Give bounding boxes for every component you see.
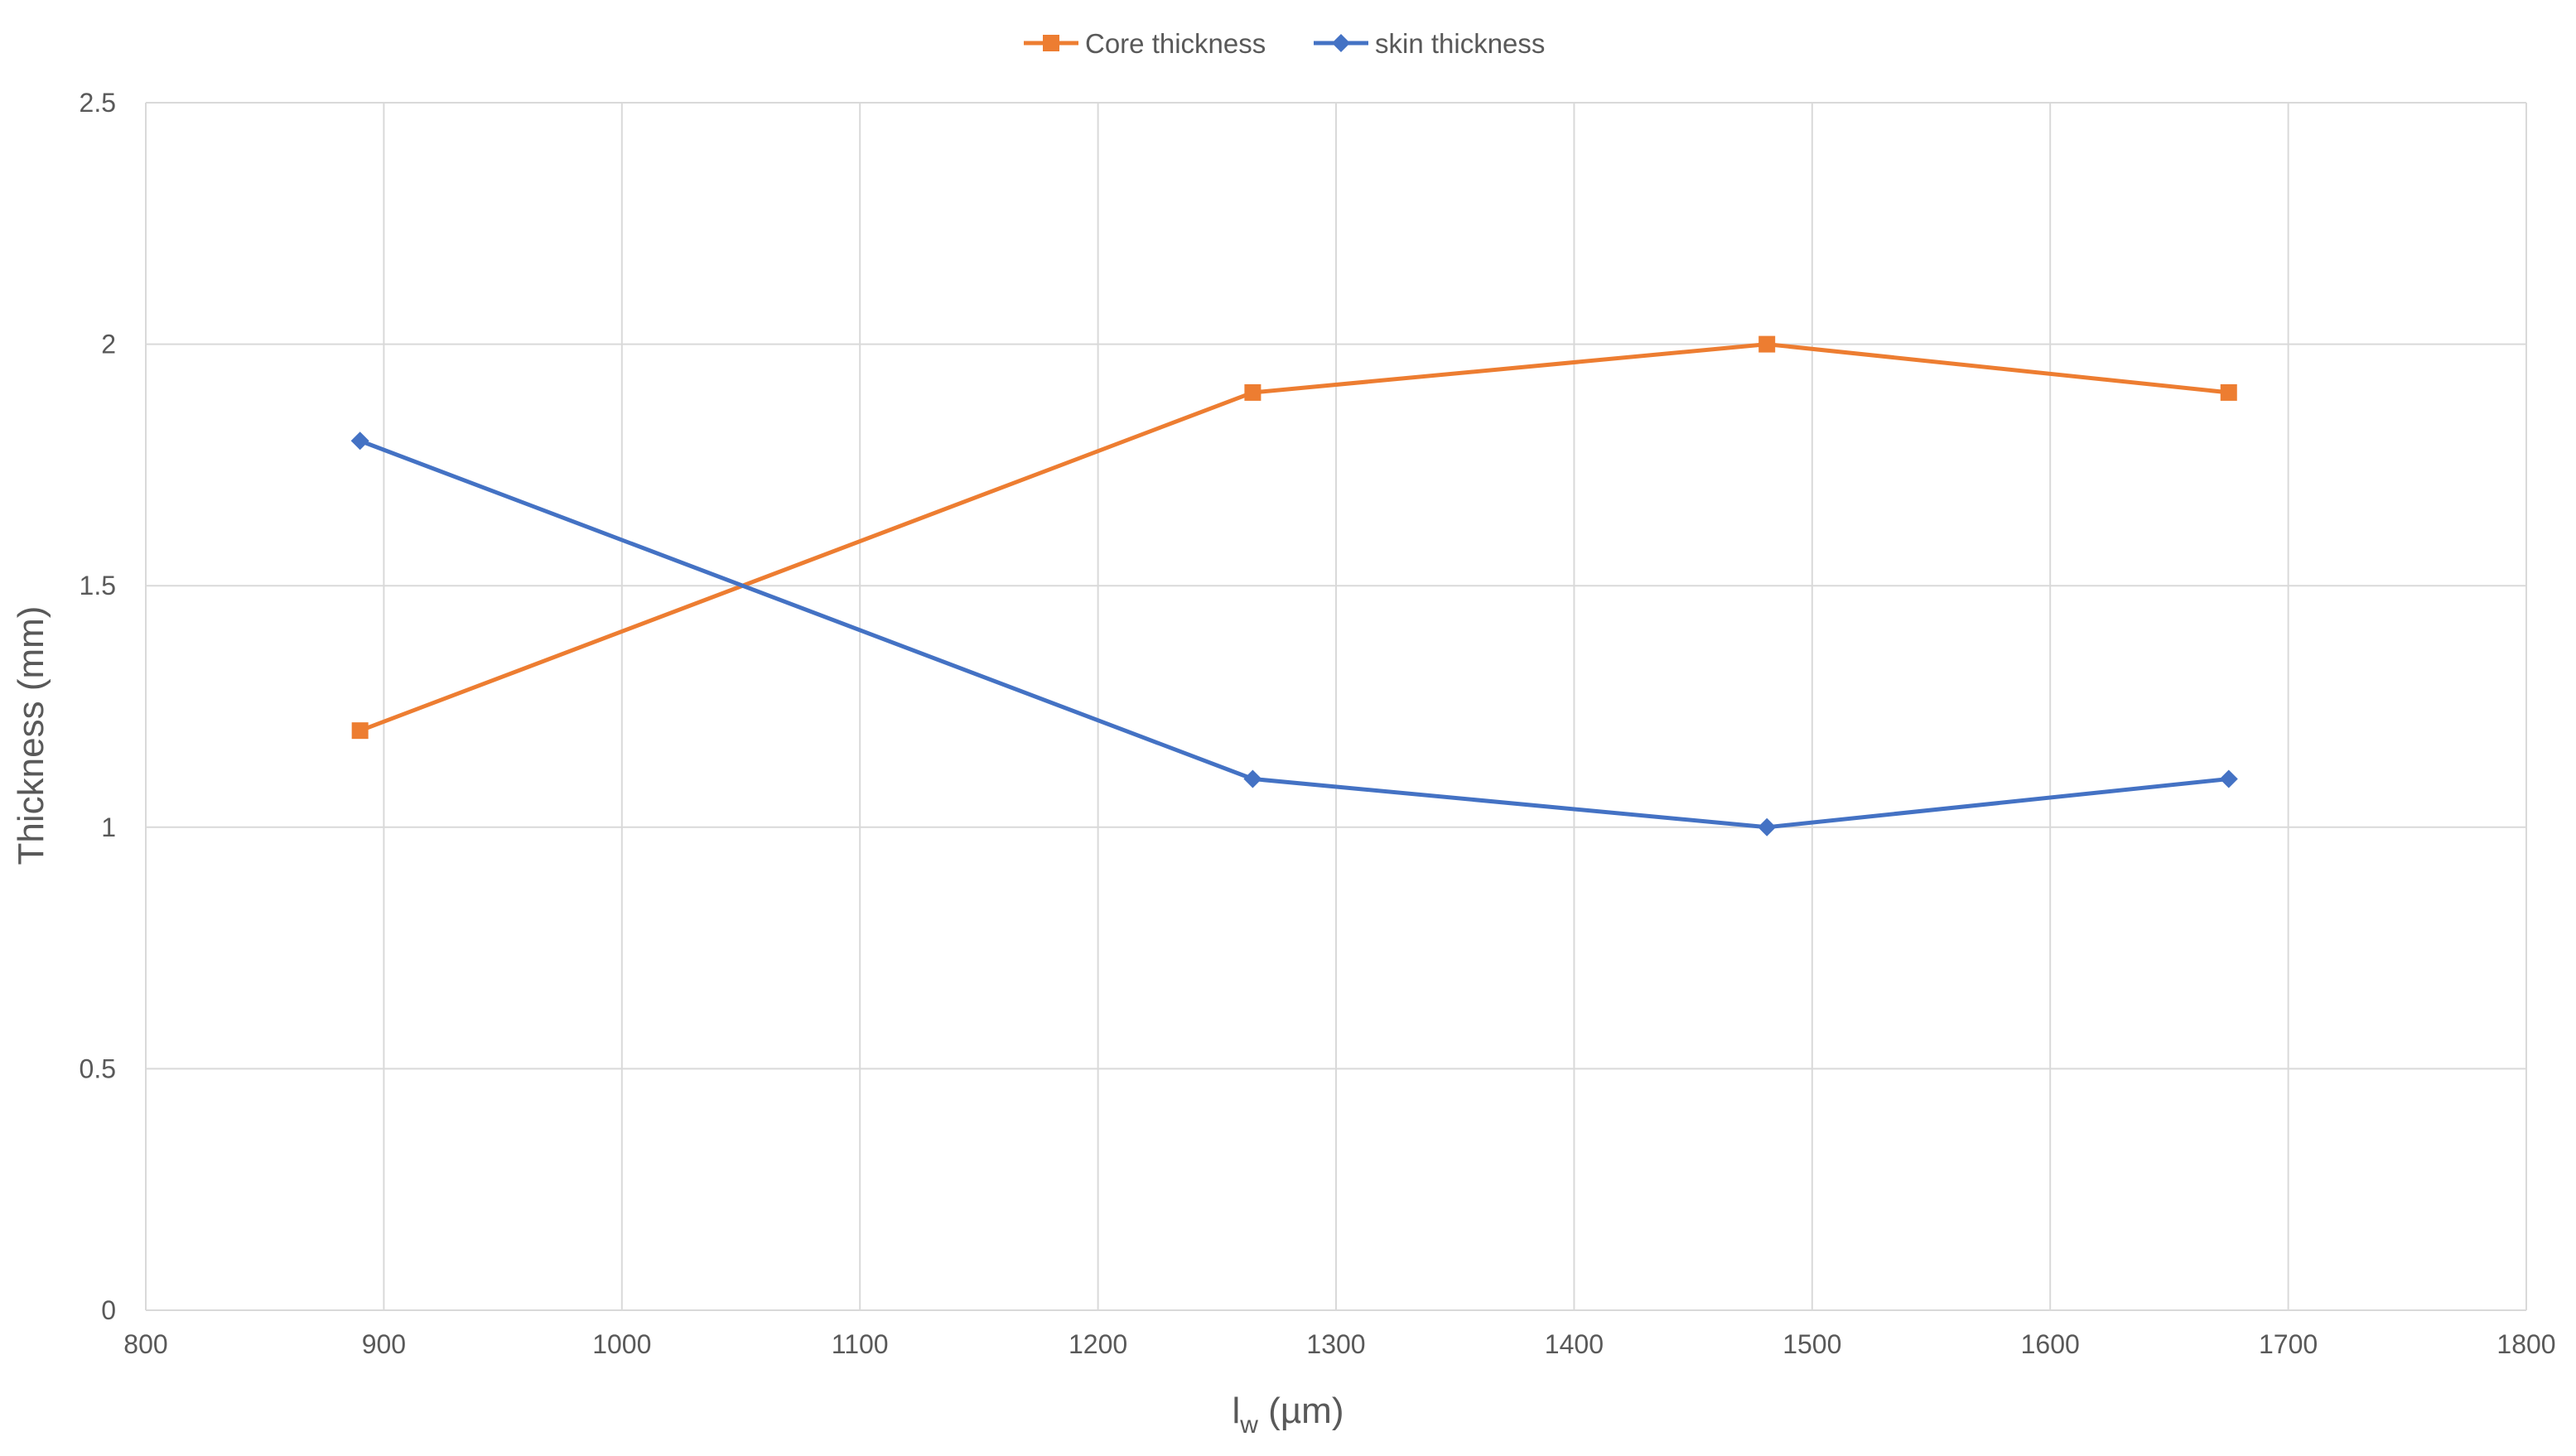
x-axis-title-unit: (µm) bbox=[1258, 1391, 1344, 1431]
x-tick-label: 1200 bbox=[1069, 1329, 1127, 1359]
y-tick-label: 2.5 bbox=[80, 88, 116, 118]
legend-label: Core thickness bbox=[1085, 28, 1266, 59]
y-axis-title: Thickness (mm) bbox=[11, 606, 51, 865]
x-tick-label: 900 bbox=[362, 1329, 406, 1359]
y-tick-label: 0 bbox=[101, 1295, 116, 1325]
data-point bbox=[2220, 383, 2237, 401]
x-tick-label: 1300 bbox=[1306, 1329, 1365, 1359]
x-axis-title-main: l bbox=[1233, 1391, 1241, 1431]
legend-label: skin thickness bbox=[1375, 28, 1545, 59]
tick-labels: 800 900 1000 1100 1200 1300 1400 1500 1600 1700 18… bbox=[80, 88, 2556, 1359]
data-point bbox=[350, 431, 369, 451]
y-tick-label: 2 bbox=[101, 330, 116, 359]
legend-item: Core thickness bbox=[1024, 28, 1266, 59]
x-tick-label: 1700 bbox=[2259, 1329, 2318, 1359]
data-point bbox=[1758, 817, 1777, 836]
x-axis-title: lw (µm) bbox=[1233, 1391, 1344, 1439]
legend-marker bbox=[1332, 34, 1350, 52]
legend-item: skin thickness bbox=[1314, 28, 1545, 59]
grid bbox=[145, 102, 2527, 1311]
x-tick-label: 1400 bbox=[1545, 1329, 1604, 1359]
data-point bbox=[2219, 769, 2238, 788]
x-tick-label: 800 bbox=[123, 1329, 167, 1359]
series-core-thickness bbox=[351, 335, 2237, 740]
series-layer bbox=[350, 335, 2238, 836]
x-axis-title-subscript: w bbox=[1239, 1411, 1258, 1439]
data-point bbox=[1243, 769, 1262, 788]
data-point bbox=[1758, 335, 1776, 353]
series-line bbox=[359, 342, 2230, 733]
series-skin-thickness bbox=[350, 431, 2238, 836]
x-tick-label: 1800 bbox=[2496, 1329, 2555, 1359]
y-tick-label: 1.5 bbox=[80, 571, 116, 600]
series-line bbox=[359, 438, 2230, 830]
x-tick-label: 1100 bbox=[832, 1329, 889, 1359]
legend: Core thickness skin thickness bbox=[1024, 28, 1545, 59]
x-tick-label: 1600 bbox=[2021, 1329, 2080, 1359]
y-tick-label: 0.5 bbox=[80, 1053, 116, 1083]
legend-marker bbox=[1043, 35, 1059, 51]
x-tick-label: 1000 bbox=[592, 1329, 651, 1359]
data-point bbox=[1244, 383, 1261, 401]
x-tick-label: 1500 bbox=[1782, 1329, 1841, 1359]
y-tick-label: 1 bbox=[101, 812, 116, 842]
data-point bbox=[351, 722, 369, 740]
